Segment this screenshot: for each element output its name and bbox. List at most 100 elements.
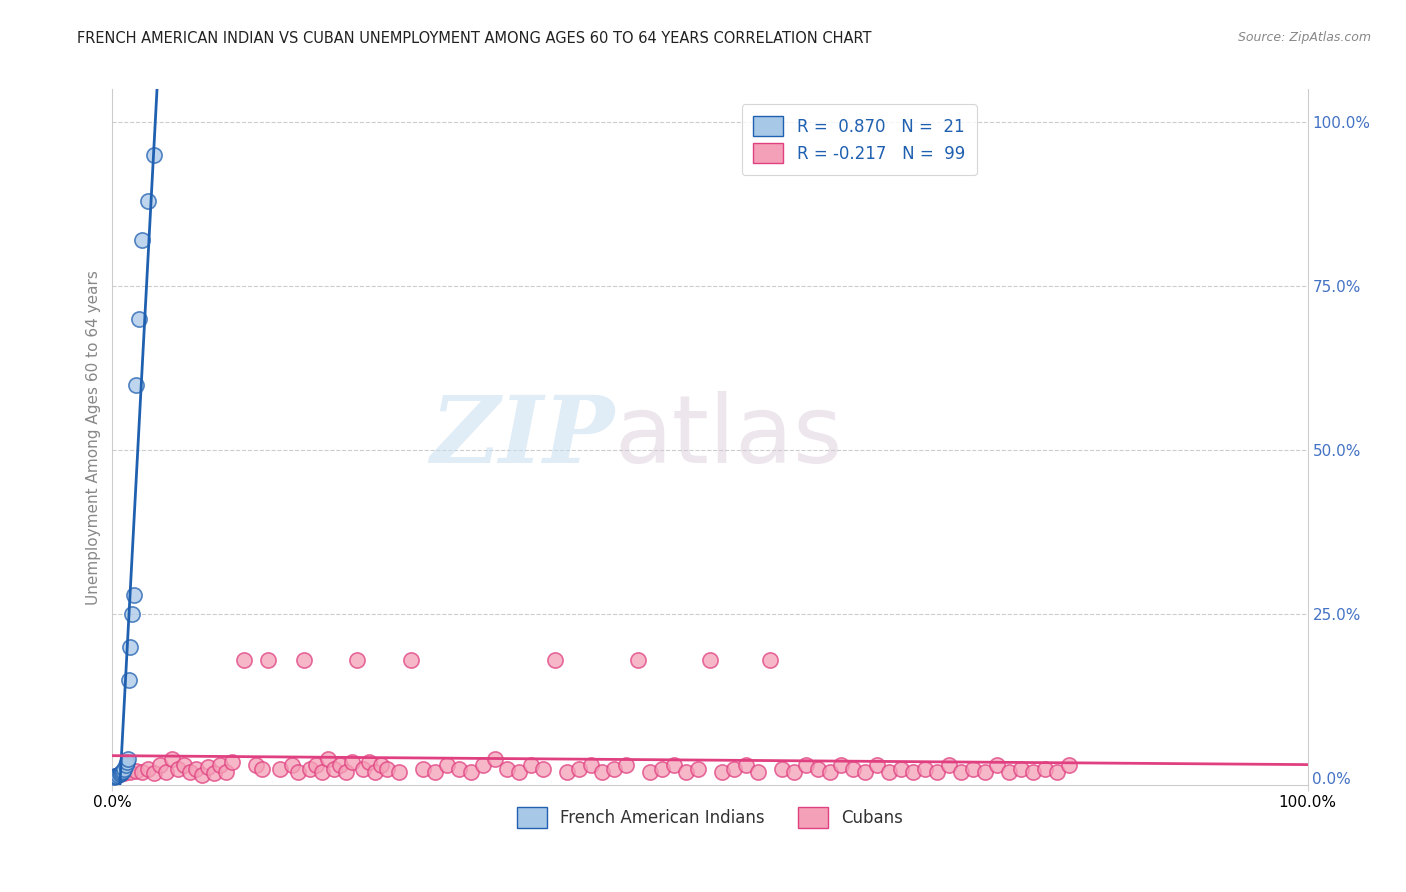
Point (675, 764, 697, 779)
Point (233, 653, 256, 667)
Point (352, 762, 374, 776)
Point (1046, 764, 1069, 779)
Point (723, 762, 745, 776)
Point (747, 764, 769, 779)
Point (143, 148, 166, 162)
Point (191, 768, 214, 782)
Point (269, 762, 291, 776)
Point (1057, 758, 1080, 772)
Point (377, 762, 399, 776)
Point (322, 762, 344, 776)
Point (508, 764, 530, 779)
Point (245, 758, 267, 772)
Point (640, 764, 662, 779)
Point (555, 764, 578, 779)
Point (1033, 762, 1056, 776)
Point (162, 752, 183, 766)
Point (298, 762, 321, 776)
Text: Source: ZipAtlas.com: Source: ZipAtlas.com (1237, 31, 1371, 45)
Point (120, 640, 142, 654)
Point (412, 762, 434, 776)
Point (131, 764, 153, 779)
Point (842, 762, 865, 776)
Point (460, 764, 482, 779)
Point (962, 762, 984, 776)
Point (209, 758, 232, 772)
Point (111, 764, 134, 779)
Point (890, 762, 912, 776)
Point (818, 764, 841, 779)
Text: FRENCH AMERICAN INDIAN VS CUBAN UNEMPLOYMENT AMONG AGES 60 TO 64 YEARS CORRELATI: FRENCH AMERICAN INDIAN VS CUBAN UNEMPLOY… (77, 31, 872, 46)
Point (114, 766, 135, 780)
Point (121, 607, 143, 622)
Point (115, 755, 138, 769)
Point (855, 764, 877, 779)
Point (688, 762, 710, 776)
Legend: French American Indians, Cubans: French American Indians, Cubans (505, 796, 915, 839)
Point (108, 767, 131, 781)
Point (335, 764, 357, 779)
Point (759, 653, 782, 667)
Point (1010, 762, 1032, 776)
Point (316, 752, 339, 766)
Point (938, 758, 960, 772)
Point (149, 758, 172, 772)
Point (125, 764, 148, 778)
Point (425, 764, 447, 779)
Point (651, 762, 673, 776)
Point (104, 769, 127, 783)
Point (568, 762, 591, 776)
Point (831, 758, 853, 772)
Point (543, 653, 565, 667)
Point (340, 755, 363, 769)
Point (664, 758, 686, 772)
Point (118, 673, 141, 687)
Point (472, 758, 495, 772)
Point (711, 764, 734, 779)
Point (155, 764, 177, 779)
Point (329, 758, 352, 772)
Point (879, 764, 901, 779)
Point (616, 758, 638, 772)
Point (311, 764, 333, 779)
Point (496, 762, 519, 776)
Point (1022, 764, 1045, 779)
Point (143, 766, 166, 780)
Point (998, 764, 1021, 779)
Point (131, 233, 153, 247)
Point (257, 653, 280, 667)
Point (914, 762, 936, 776)
Point (986, 758, 1008, 772)
Point (114, 758, 136, 772)
Point (401, 653, 423, 667)
Point (114, 762, 135, 776)
Point (370, 758, 392, 772)
Point (107, 768, 129, 782)
Point (186, 762, 208, 776)
Point (903, 764, 925, 779)
Point (436, 758, 458, 772)
Point (103, 770, 125, 784)
Point (447, 762, 470, 776)
Text: atlas: atlas (614, 391, 842, 483)
Point (173, 758, 195, 772)
Point (735, 758, 758, 772)
Point (627, 653, 650, 667)
Point (699, 653, 721, 667)
Point (592, 764, 614, 779)
Point (112, 764, 135, 778)
Point (520, 758, 543, 772)
Point (579, 758, 602, 772)
Point (221, 755, 243, 769)
Text: ZIP: ZIP (430, 392, 614, 482)
Point (346, 653, 368, 667)
Point (807, 762, 830, 776)
Point (531, 762, 554, 776)
Point (138, 762, 160, 776)
Point (770, 762, 793, 776)
Point (794, 758, 817, 772)
Point (107, 768, 129, 782)
Point (179, 764, 201, 779)
Point (866, 758, 889, 772)
Point (215, 764, 238, 779)
